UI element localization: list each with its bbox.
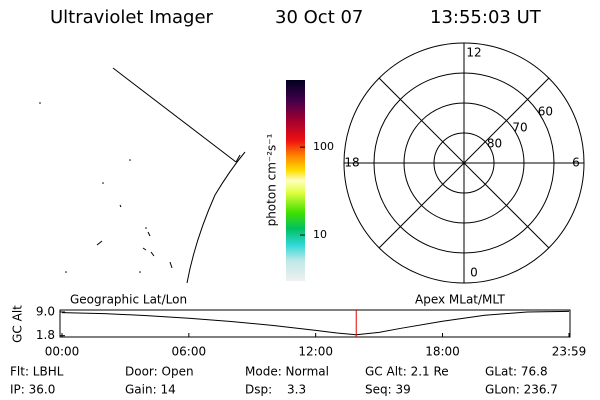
x-tick-label: 18:00 [425,345,460,359]
x-tick-label: 00:00 [45,345,80,359]
info-text: GLat: 76.8 [485,365,548,379]
x-tick-label: 12:00 [298,345,333,359]
x-tick-label: 23:59 [552,345,587,359]
polar-mlt-label: 6 [572,156,580,170]
polar-mlt-label: 12 [466,46,481,60]
info-text: 3.3 [287,383,306,397]
right-label: Apex MLat/MLT [415,293,505,307]
polar-spoke [378,77,550,249]
polar-mlt-label: 0 [470,266,478,280]
left-label: Geographic Lat/Lon [70,293,187,307]
timeline-frame [59,309,571,338]
polar-circle [433,132,495,194]
altitude-line [61,310,570,336]
info-text: Seq: 39 [365,383,411,397]
polar-circle [403,102,525,224]
time: 13:55:03 UT [430,7,542,28]
info-text: GC Alt: 2.1 Re [365,365,449,379]
colorbar [286,80,305,281]
polar-circle [373,72,555,254]
title: Ultraviolet Imager [50,7,214,28]
map-outline [39,67,246,284]
polar-lat-label: 80 [487,136,502,150]
colorbar-tick-label: 100 [313,140,334,153]
x-tick-label: 06:00 [172,345,207,359]
info-text: GLon: 236.7 [485,383,558,397]
info-text: Dsp: [245,383,272,397]
polar-lat-label: 60 [538,105,553,119]
colorbar-tick-label: 10 [313,228,327,241]
date: 30 Oct 07 [275,7,363,28]
colorbar-label: photon cm⁻²s⁻¹ [265,133,279,226]
info-text: IP: 36.0 [10,383,55,397]
polar-mlt-label: 18 [344,156,359,170]
timeline-y-label: GC Alt [11,305,25,343]
info-text: Mode: Normal [245,365,329,379]
info-text: Flt: LBHL [10,365,64,379]
info-text: Door: Open [125,365,194,379]
y-tick-label: 1.8 [36,328,55,342]
polar-lat-label: 70 [512,121,527,135]
y-tick-label: 9.0 [36,304,55,318]
info-text: Gain: 14 [125,383,176,397]
